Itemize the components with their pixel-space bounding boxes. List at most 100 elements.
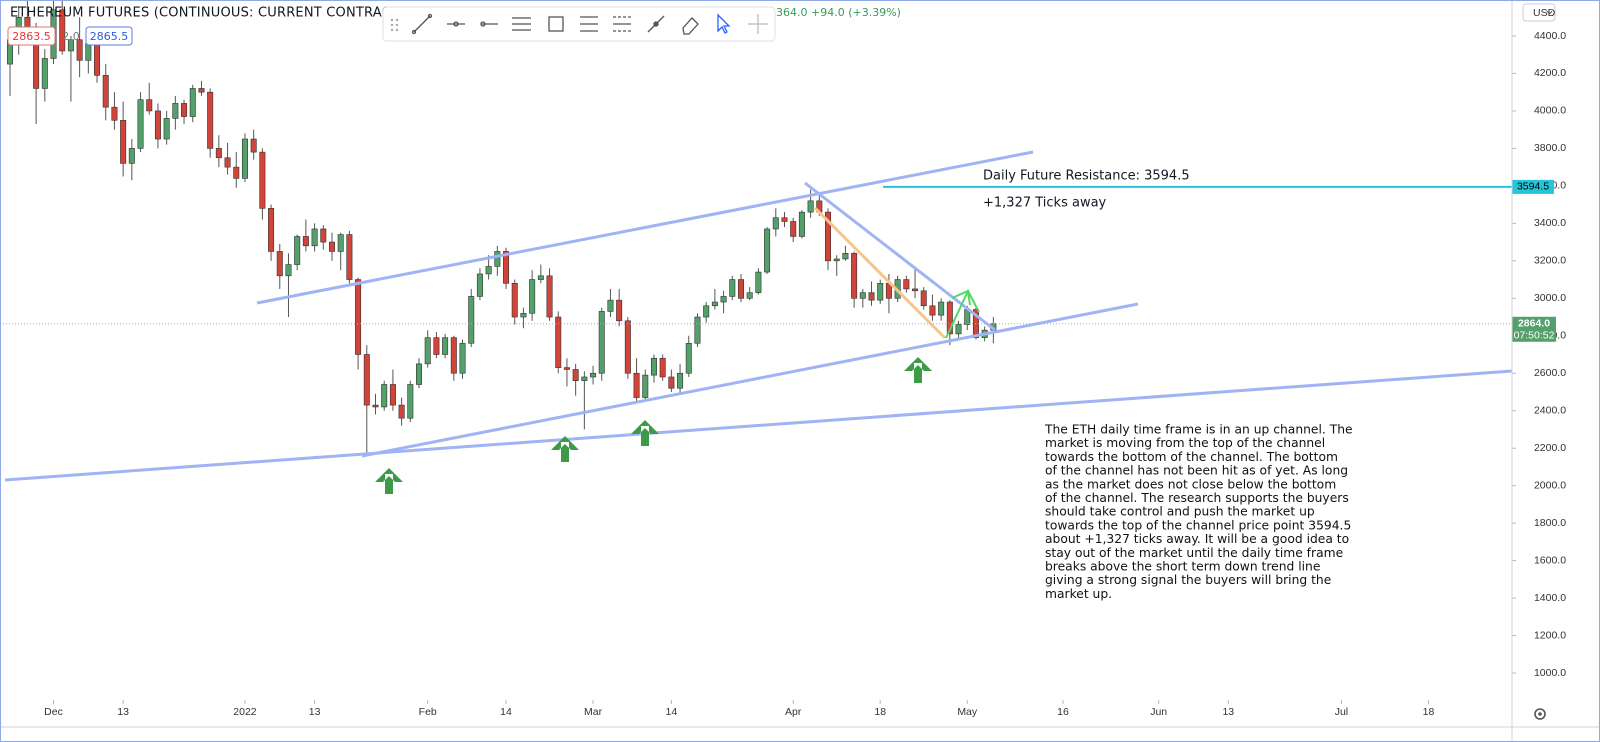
y-tick-label: 3800.0 bbox=[1534, 142, 1566, 154]
note-line: giving a strong signal the buyers will b… bbox=[1045, 573, 1331, 587]
candle-body bbox=[120, 119, 127, 164]
candle-body bbox=[181, 103, 188, 117]
ask-box bbox=[85, 26, 133, 46]
candle-body bbox=[877, 282, 884, 301]
candle-body bbox=[938, 301, 945, 316]
candle-body bbox=[737, 279, 744, 299]
candle-body bbox=[955, 324, 962, 335]
up-arrow bbox=[375, 468, 403, 494]
cursor-tool[interactable] bbox=[717, 13, 731, 34]
y-tick-label: 2600.0 bbox=[1534, 367, 1566, 379]
candle-body bbox=[59, 9, 66, 52]
candle-body bbox=[459, 342, 466, 374]
lower-channel-line bbox=[361, 302, 1139, 458]
drawings bbox=[4, 150, 1513, 494]
candle-body bbox=[929, 305, 936, 316]
y-tick-label: 1800.0 bbox=[1534, 517, 1566, 529]
resistance-tag-label: 3594.5 bbox=[1517, 181, 1549, 193]
up-arrow bbox=[551, 436, 579, 462]
candle-body bbox=[468, 296, 475, 344]
note-line: should take control and push the market … bbox=[1045, 505, 1315, 519]
candle-body bbox=[311, 228, 318, 247]
fib-tool[interactable] bbox=[580, 16, 598, 32]
candle-body bbox=[215, 148, 222, 159]
candle-body bbox=[154, 110, 161, 140]
x-tick-label: 18 bbox=[1423, 706, 1435, 718]
note-line: market is moving from the top of the cha… bbox=[1045, 436, 1325, 450]
candle-body bbox=[511, 282, 518, 318]
note-line: of the channel has not been hit as of ye… bbox=[1045, 464, 1348, 478]
candle-body bbox=[729, 279, 736, 297]
candle-body bbox=[859, 292, 866, 299]
candle-body bbox=[642, 374, 649, 398]
note-line: towards the top of the channel price poi… bbox=[1045, 518, 1351, 532]
x-tick-label: Jul bbox=[1335, 706, 1348, 718]
candle-body bbox=[416, 363, 423, 385]
brush-tool[interactable] bbox=[647, 15, 665, 33]
candle-body bbox=[607, 299, 614, 312]
rectangle-tool[interactable] bbox=[548, 16, 564, 32]
currency-label: USD bbox=[1533, 7, 1556, 19]
candle-body bbox=[424, 337, 431, 365]
candle-body bbox=[41, 58, 48, 89]
last-price-label: 2864.0 bbox=[1518, 318, 1550, 330]
note-line: The ETH daily time frame is in an up cha… bbox=[1044, 423, 1353, 437]
up-arrow bbox=[631, 420, 659, 446]
candle-body bbox=[207, 91, 214, 149]
y-tick-label: 2000.0 bbox=[1534, 479, 1566, 491]
candle-body bbox=[294, 236, 301, 265]
pitchfork-tool[interactable] bbox=[613, 16, 631, 32]
candle-body bbox=[302, 236, 309, 247]
candle-body bbox=[163, 118, 170, 140]
candle-body bbox=[685, 342, 692, 374]
candle-body bbox=[616, 299, 623, 322]
x-tick-label: 13 bbox=[309, 706, 321, 718]
x-tick-label: 13 bbox=[117, 706, 129, 718]
x-tick-label: Feb bbox=[419, 706, 437, 718]
y-tick-label: 3400.0 bbox=[1534, 217, 1566, 229]
candle-body bbox=[633, 372, 640, 398]
currency-select[interactable] bbox=[1522, 3, 1556, 22]
countdown-label: 07:50:52 bbox=[1514, 330, 1555, 342]
y-tick-label: 4000.0 bbox=[1534, 105, 1566, 117]
candle-body bbox=[398, 404, 405, 419]
x-tick-label: May bbox=[957, 706, 978, 718]
y-tick-label: 1000.0 bbox=[1534, 667, 1566, 679]
candle-body bbox=[825, 211, 832, 262]
candle-body bbox=[198, 88, 205, 93]
crosshair-tool[interactable] bbox=[748, 14, 768, 34]
candle-body bbox=[833, 258, 840, 262]
short-down-line bbox=[813, 206, 947, 340]
x-tick-label: Dec bbox=[44, 706, 63, 718]
candle-body bbox=[772, 217, 779, 230]
resistance-distance: +1,327 Ticks away bbox=[983, 196, 1107, 211]
parallel-channel-tool[interactable] bbox=[512, 17, 531, 31]
settings-button[interactable] bbox=[1534, 708, 1546, 720]
x-tick-label: 18 bbox=[874, 706, 886, 718]
up-arrow bbox=[904, 357, 932, 383]
candle-body bbox=[563, 367, 570, 370]
candle-body bbox=[711, 301, 718, 307]
candle-body bbox=[189, 88, 196, 117]
candle-body bbox=[798, 211, 805, 237]
candle-body bbox=[485, 266, 492, 275]
y-tick-label: 3200.0 bbox=[1534, 255, 1566, 267]
horizontal-line-tool[interactable] bbox=[447, 21, 465, 27]
candle-body bbox=[503, 251, 510, 284]
resistance-tag bbox=[1512, 179, 1554, 194]
horizontal-ray-tool[interactable] bbox=[480, 21, 498, 27]
candle-body bbox=[102, 75, 109, 108]
eraser-tool[interactable] bbox=[682, 17, 699, 35]
candle-body bbox=[720, 296, 727, 303]
x-tick-label: 16 bbox=[1057, 706, 1069, 718]
candle-body bbox=[912, 288, 919, 292]
candle-body bbox=[781, 217, 788, 222]
toolbar-grip bbox=[390, 18, 399, 32]
x-tick-label: 14 bbox=[500, 706, 512, 718]
upper-channel-line bbox=[256, 150, 1034, 305]
y-tick-label: 1600.0 bbox=[1534, 554, 1566, 566]
candle-body bbox=[650, 357, 657, 376]
candle-body bbox=[407, 384, 414, 419]
trend-line-tool[interactable] bbox=[411, 13, 433, 35]
candle-body bbox=[355, 279, 362, 355]
